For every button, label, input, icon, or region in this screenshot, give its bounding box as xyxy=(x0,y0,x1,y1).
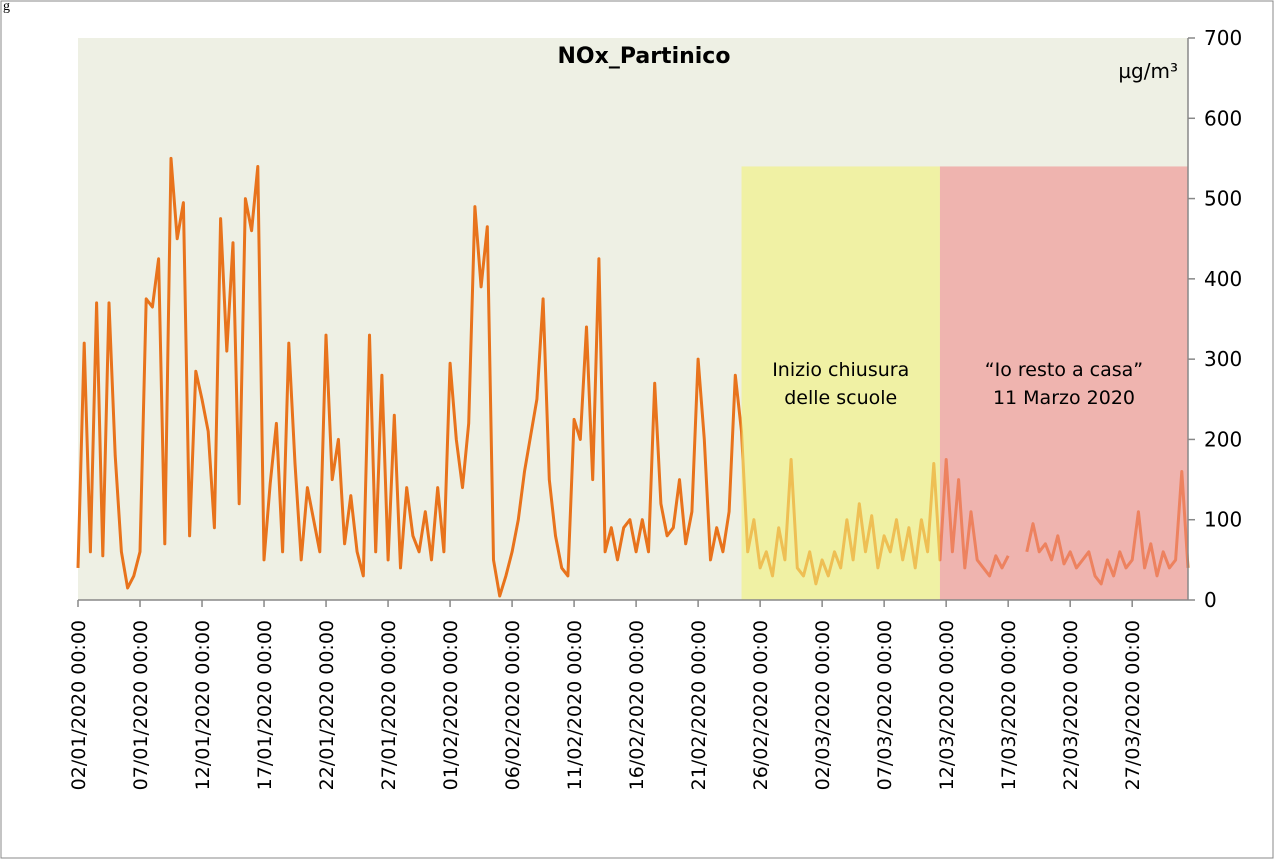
y-tick-label: 600 xyxy=(1204,106,1242,130)
chart-title: NOx_Partinico xyxy=(558,44,731,69)
x-tick-label: 22/01/2020 00:00 xyxy=(316,620,338,790)
x-tick-label: 22/03/2020 00:00 xyxy=(1060,620,1082,790)
y-tick-label: 200 xyxy=(1204,427,1242,451)
x-tick-label: 26/02/2020 00:00 xyxy=(750,620,772,790)
x-tick-label: 02/03/2020 00:00 xyxy=(812,620,834,790)
x-tick-label: 27/03/2020 00:00 xyxy=(1122,620,1144,790)
region-label: delle scuole xyxy=(784,387,897,409)
y-tick-label: 400 xyxy=(1204,267,1242,291)
region-label: “Io resto a casa” xyxy=(985,359,1143,381)
x-tick-label: 07/01/2020 00:00 xyxy=(130,620,152,790)
x-tick-label: 07/03/2020 00:00 xyxy=(874,620,896,790)
region-label: 11 Marzo 2020 xyxy=(993,387,1135,409)
region-label: Inizio chiusura xyxy=(772,359,909,381)
x-tick-label: 12/01/2020 00:00 xyxy=(192,620,214,790)
x-tick-label: 17/03/2020 00:00 xyxy=(998,620,1020,790)
x-tick-label: 12/03/2020 00:00 xyxy=(936,620,958,790)
caption-fragment: g xyxy=(3,0,10,14)
y-tick-label: 300 xyxy=(1204,347,1242,371)
x-tick-label: 17/01/2020 00:00 xyxy=(254,620,276,790)
y-tick-label: 100 xyxy=(1204,508,1242,532)
x-tick-label: 11/02/2020 00:00 xyxy=(564,620,586,790)
highlight-region xyxy=(939,166,1188,600)
x-tick-label: 02/01/2020 00:00 xyxy=(68,620,90,790)
y-tick-label: 0 xyxy=(1204,588,1217,612)
unit-label: µg/m³ xyxy=(1118,59,1178,83)
y-tick-label: 500 xyxy=(1204,187,1242,211)
x-tick-label: 21/02/2020 00:00 xyxy=(688,620,710,790)
highlight-region xyxy=(741,166,940,600)
x-tick-label: 16/02/2020 00:00 xyxy=(626,620,648,790)
x-tick-label: 27/01/2020 00:00 xyxy=(378,620,400,790)
y-tick-label: 700 xyxy=(1204,26,1242,50)
x-tick-label: 06/02/2020 00:00 xyxy=(502,620,524,790)
x-tick-label: 01/02/2020 00:00 xyxy=(440,620,462,790)
